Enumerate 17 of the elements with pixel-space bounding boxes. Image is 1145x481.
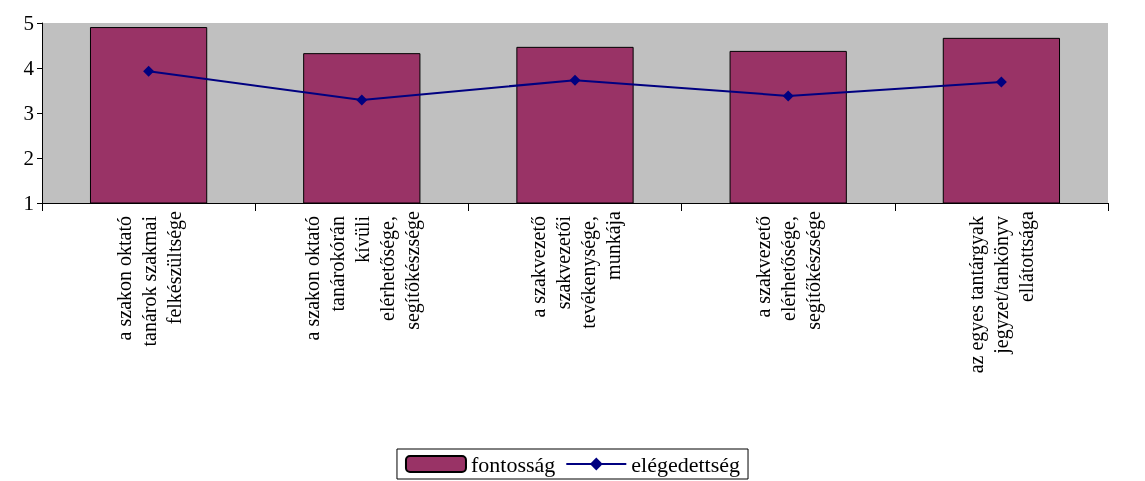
point — [569, 74, 581, 86]
point — [995, 76, 1007, 88]
legend-label: elégedettség — [631, 451, 741, 477]
point — [782, 90, 794, 102]
y-tick-label: 4 — [23, 56, 35, 80]
y-tick-label: 3 — [23, 101, 34, 125]
y-tick-label: 1 — [23, 191, 34, 215]
y-tick-label: 2 — [23, 146, 34, 170]
legend-label: fontosság — [470, 451, 556, 477]
x-tick-label: a szakvezető szakvezetői tevékenysége, munkája — [526, 210, 625, 329]
x-tick-label: a szakvezető elérhetősége, segítőkészsége — [752, 210, 826, 330]
x-tick-label: az egyes tantárgyak jegyzet/tankönyv ellátottsága — [965, 210, 1039, 374]
x-tick-label: a szakon oktató tanárok szakmai felkészültsége — [112, 210, 186, 347]
y-tick-label: 5 — [23, 11, 34, 35]
point — [143, 65, 155, 77]
x-tick-label: a szakon oktató tanárokórán kívüli elérhetősége, segítőkészsége — [300, 210, 424, 341]
point — [356, 94, 368, 106]
